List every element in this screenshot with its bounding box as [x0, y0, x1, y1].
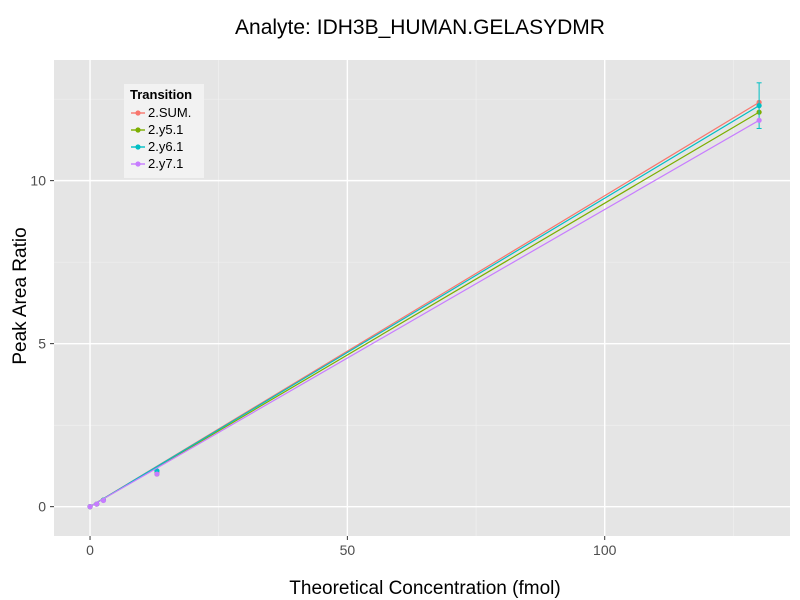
fit-line — [89, 105, 760, 508]
legend-title: Transition — [130, 87, 192, 102]
legend-key-point — [135, 127, 141, 133]
y-tick-label: 10 — [30, 173, 46, 189]
data-point — [94, 501, 100, 507]
legend-label: 2.y6.1 — [148, 139, 183, 154]
legend-label: 2.SUM. — [148, 105, 191, 120]
legend-label: 2.y7.1 — [148, 156, 183, 171]
x-axis-ticks: 0 50 100 — [86, 536, 617, 558]
legend: Transition 2.SUM. 2.y5.1 2.y6.1 2.y7.1 — [124, 84, 204, 178]
series-2.y7.1 — [87, 117, 762, 510]
data-point — [100, 497, 107, 504]
y-tick-label: 0 — [38, 499, 46, 515]
y-axis-ticks: 0 5 10 — [30, 173, 54, 515]
legend-item: 2.y6.1 — [131, 139, 183, 154]
legend-key-point — [135, 161, 141, 167]
data-point — [756, 103, 762, 109]
x-axis-title: Theoretical Concentration (fmol) — [289, 578, 560, 599]
series-layer — [87, 82, 762, 510]
data-point — [87, 504, 93, 510]
y-axis-title: Peak Area Ratio — [10, 227, 31, 364]
legend-item: 2.y7.1 — [131, 156, 183, 171]
legend-item: 2.y5.1 — [131, 122, 183, 137]
x-tick-label: 100 — [593, 542, 617, 558]
legend-key-point — [135, 144, 141, 150]
legend-items: 2.SUM. 2.y5.1 2.y6.1 2.y7.1 — [131, 105, 191, 171]
legend-label: 2.y5.1 — [148, 122, 183, 137]
y-tick-label: 5 — [38, 336, 46, 352]
x-tick-label: 0 — [86, 542, 94, 558]
legend-key-point — [135, 110, 141, 116]
fit-line — [89, 111, 760, 508]
data-point — [154, 471, 160, 477]
data-point — [756, 117, 762, 123]
chart-title: Analyte: IDH3B_HUMAN.GELASYDMR — [235, 16, 605, 39]
x-tick-label: 50 — [340, 542, 356, 558]
legend-item: 2.SUM. — [131, 105, 191, 120]
fit-line — [89, 119, 760, 508]
